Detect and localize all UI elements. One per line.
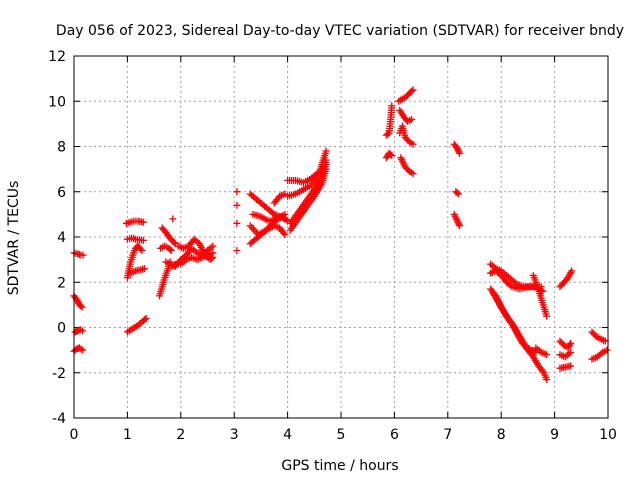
- data-point: [567, 339, 575, 347]
- x-tick-label: 10: [599, 427, 617, 443]
- data-point: [138, 247, 146, 255]
- data-point: [603, 346, 611, 354]
- data-point: [453, 217, 461, 225]
- y-tick-label: 0: [57, 321, 66, 337]
- data-point: [74, 298, 82, 306]
- data-point: [455, 220, 463, 228]
- y-tick-label: 12: [48, 49, 66, 65]
- data-point: [77, 302, 85, 310]
- data-point: [137, 245, 145, 253]
- data-point: [455, 148, 463, 156]
- data-point: [170, 239, 178, 247]
- x-axis-ticks: 0 1 2 3 4 5 6 7 8 9 10: [70, 56, 617, 443]
- data-point: [454, 146, 462, 154]
- data-point: [169, 215, 177, 223]
- data-point: [409, 170, 417, 178]
- x-tick-label: 6: [390, 427, 399, 443]
- x-tick-label: 8: [497, 427, 506, 443]
- y-tick-label: 4: [57, 230, 66, 246]
- x-tick-label: 4: [283, 427, 292, 443]
- data-point: [209, 249, 217, 257]
- data-point: [454, 219, 462, 227]
- grid-lines: [74, 56, 608, 418]
- data-point: [322, 156, 330, 164]
- y-tick-label: 8: [57, 140, 66, 156]
- y-tick-label: -4: [52, 411, 66, 427]
- data-point: [408, 87, 416, 95]
- data-point: [209, 242, 217, 250]
- data-point: [233, 247, 241, 255]
- data-point: [189, 254, 197, 262]
- data-point: [409, 140, 417, 148]
- data-point: [566, 341, 574, 349]
- data-points: [70, 86, 611, 384]
- y-tick-label: -2: [52, 366, 66, 382]
- data-point: [322, 147, 330, 155]
- data-point: [79, 346, 87, 354]
- data-point: [233, 219, 241, 227]
- data-point: [139, 218, 147, 226]
- data-point: [77, 345, 85, 353]
- data-point: [567, 348, 575, 356]
- plot-frame: [73, 55, 609, 419]
- data-point: [261, 228, 269, 236]
- data-point: [281, 231, 289, 239]
- data-point: [141, 316, 149, 324]
- data-point: [456, 222, 464, 230]
- x-tick-label: 3: [230, 427, 239, 443]
- x-tick-label: 5: [337, 427, 346, 443]
- data-point: [456, 149, 464, 157]
- data-point: [233, 201, 241, 209]
- data-point: [384, 130, 392, 138]
- data-point: [454, 190, 462, 198]
- data-point: [78, 303, 86, 311]
- data-point: [79, 327, 87, 335]
- data-point: [567, 362, 575, 370]
- data-point: [388, 102, 396, 110]
- y-tick-label: 6: [57, 185, 66, 201]
- data-point: [272, 222, 280, 230]
- data-point: [543, 376, 551, 384]
- y-tick-label: 10: [48, 94, 66, 110]
- data-point: [167, 247, 175, 255]
- data-point: [166, 245, 174, 253]
- chart-title: Day 056 of 2023, Sidereal Day-to-day VTE…: [56, 23, 624, 39]
- y-axis-ticks: -4 -2 0 2 4 6 8 10 12: [48, 49, 608, 427]
- x-tick-label: 7: [443, 427, 452, 443]
- x-tick-label: 2: [176, 427, 185, 443]
- x-tick-label: 1: [123, 427, 132, 443]
- data-point: [279, 191, 287, 199]
- data-point: [73, 296, 81, 304]
- data-point: [388, 152, 396, 160]
- data-point: [568, 267, 576, 275]
- data-point: [543, 351, 551, 359]
- data-point: [409, 86, 417, 94]
- data-point: [233, 188, 241, 196]
- y-axis-label: SDTVAR / TECUs: [6, 181, 22, 296]
- data-point: [543, 312, 551, 320]
- data-point: [407, 115, 415, 123]
- data-point: [453, 189, 461, 197]
- y-tick-label: 2: [57, 275, 66, 291]
- data-point: [281, 210, 289, 218]
- data-point: [140, 265, 148, 273]
- data-point: [142, 314, 150, 322]
- x-tick-label: 9: [550, 427, 559, 443]
- x-tick-label: 0: [70, 427, 79, 443]
- x-axis-label: GPS time / hours: [281, 458, 398, 474]
- data-point: [79, 251, 87, 259]
- data-point: [453, 145, 461, 153]
- data-point: [139, 236, 147, 244]
- data-point: [386, 150, 394, 158]
